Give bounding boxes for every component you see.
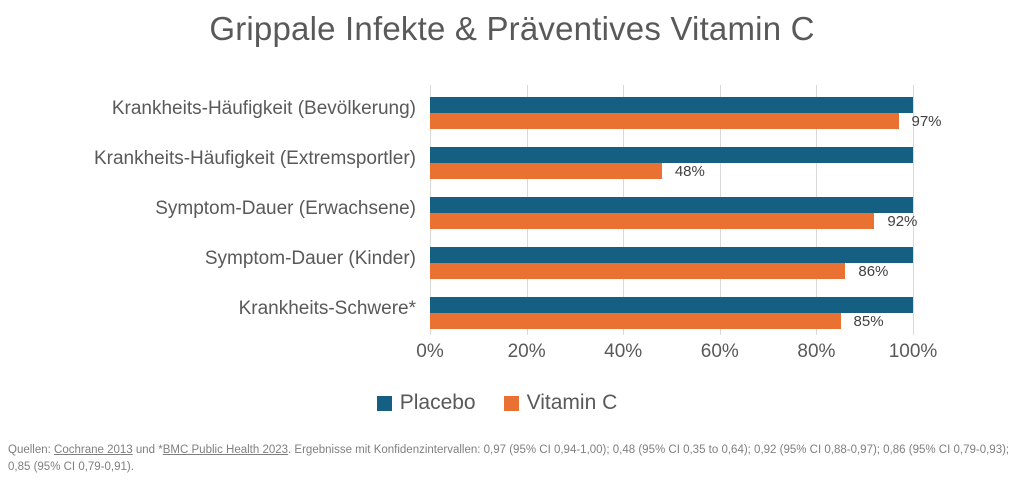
category-label: Krankheits-Schwere* <box>238 298 416 319</box>
footer-text-suffix: . Ergebnisse mit Konfidenzintervallen: 0… <box>8 444 1010 473</box>
cochrane-2013-link[interactable]: Cochrane 2013 <box>54 444 133 456</box>
x-tick-label: 20% <box>507 341 546 362</box>
value-label: 85% <box>853 313 884 330</box>
footer-text-middle: und * <box>132 444 163 456</box>
placebo-bar <box>430 147 913 163</box>
footer-text-prefix: Quellen: <box>8 444 55 456</box>
placebo-bar <box>430 197 913 213</box>
bar-group: Symptom-Dauer (Erwachsene) 92% <box>155 185 917 235</box>
legend-item-vitamin-c: Vitamin C <box>503 391 618 415</box>
legend-label-placebo: Placebo <box>399 391 476 414</box>
bar-group: Symptom-Dauer (Kinder) 86% <box>205 235 913 285</box>
legend-item-placebo: Placebo <box>376 391 476 415</box>
bmc-public-health-2023-link[interactable]: BMC Public Health 2023 <box>162 444 289 456</box>
vitamin-c-swatch-icon <box>503 395 519 411</box>
value-label: 92% <box>887 213 918 230</box>
value-label: 48% <box>674 163 705 180</box>
source-note: Quellen: Cochrane 2013 und *BMC Public H… <box>8 442 1018 475</box>
bar-group: Krankheits-Häufigkeit (Bevölkerung) 97% <box>112 85 942 135</box>
vitamin-c-bar <box>430 263 846 279</box>
vitamin-c-bar <box>430 313 841 329</box>
x-tick-label: 40% <box>604 341 643 362</box>
placebo-swatch-icon <box>376 395 392 411</box>
x-tick-label: 0% <box>416 341 444 362</box>
vitamin-c-bar <box>430 163 662 179</box>
placebo-bar <box>430 297 913 313</box>
bar-group: Krankheits-Häufigkeit (Extremsportler) 48… <box>94 135 913 185</box>
x-tick-label: 100% <box>888 341 938 362</box>
value-label: 97% <box>911 113 942 130</box>
x-tick-label: 80% <box>797 341 836 362</box>
value-label: 86% <box>858 263 889 280</box>
gridline <box>913 85 914 335</box>
placebo-bar <box>430 97 913 113</box>
legend: Placebo Vitamin C <box>0 391 994 415</box>
category-label: Krankheits-Häufigkeit (Bevölkerung) <box>111 98 416 119</box>
x-tick-label: 60% <box>700 341 739 362</box>
category-label: Symptom-Dauer (Kinder) <box>204 248 416 269</box>
chart-title: Grippale Infekte & Präventives Vitamin C <box>209 10 815 47</box>
vitamin-c-bar <box>430 113 899 129</box>
category-label: Krankheits-Häufigkeit (Extremsportler) <box>93 148 416 169</box>
bar-group: Krankheits-Schwere* 85% <box>239 285 913 335</box>
plot-area: Krankheits-Häufigkeit (Bevölkerung) 97% Kr… <box>94 85 942 362</box>
placebo-bar <box>430 247 913 263</box>
legend-label-vitamin-c: Vitamin C <box>526 391 618 414</box>
vitamin-c-bar <box>430 213 875 229</box>
category-label: Symptom-Dauer (Erwachsene) <box>155 198 416 219</box>
